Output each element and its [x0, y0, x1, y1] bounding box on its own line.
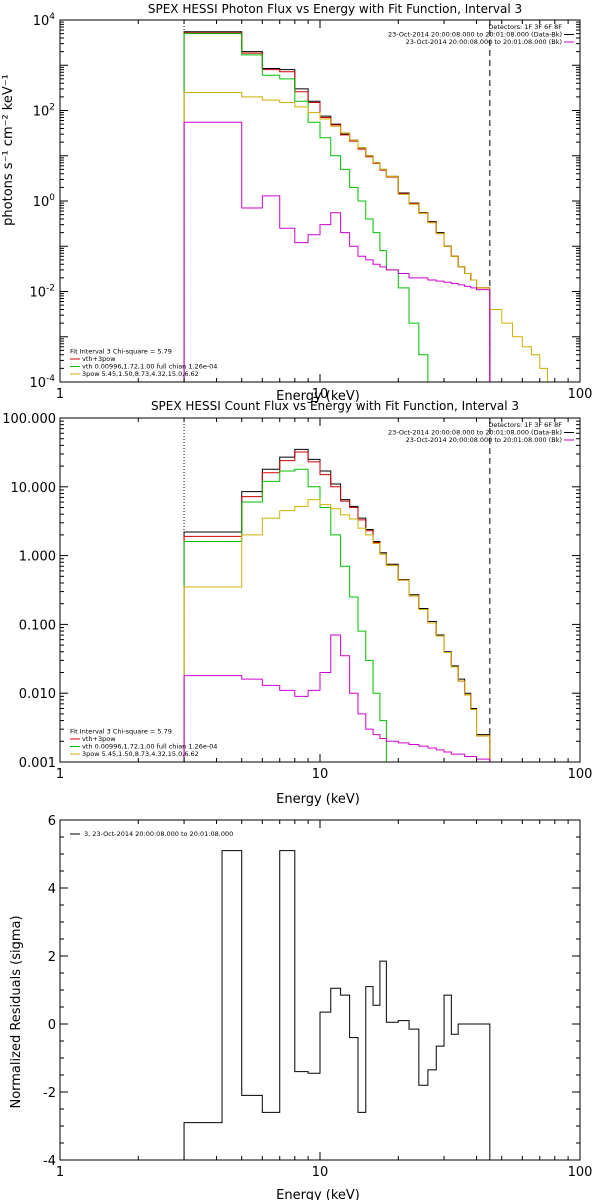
- photon-flux-title: SPEX HESSI Photon Flux vs Energy with Fi…: [148, 2, 522, 16]
- legend-entry: 23-Oct-2014 20:00:08.000 to 20:01:08.000…: [388, 429, 562, 437]
- series-line-0: [183, 31, 491, 382]
- legend-entry: 3pow 5.45,1.50,8.73,4.32,15.0,6.62: [82, 750, 199, 758]
- series-line-4: [183, 634, 491, 762]
- y-tick-label: 10.000: [11, 481, 57, 496]
- count-flux-xlabel: Energy (keV): [276, 792, 360, 807]
- legend-entry: Detectors: 1F 3F 6F 8F: [488, 421, 562, 429]
- y-tick-label: -4: [43, 1154, 56, 1169]
- y-tick-label: 4: [48, 882, 56, 897]
- y-tick-label: 104: [33, 12, 56, 29]
- y-tick-label: 2: [48, 950, 56, 965]
- series-line-0: [183, 850, 491, 1160]
- y-tick-label: 100.000: [2, 412, 56, 427]
- legend-entry: 23-Oct-2014 20:00:08.000 to 20:01:08.000…: [388, 31, 562, 39]
- legend-entry: vth+3pow: [82, 355, 116, 363]
- plot-frame: [59, 19, 581, 383]
- y-tick-label: 100: [33, 193, 56, 210]
- series-line-2: [183, 468, 387, 762]
- y-tick-label: 102: [33, 103, 55, 120]
- photon-flux-ylabel: photons s⁻¹ cm⁻² keV⁻¹: [1, 74, 16, 226]
- x-tick-label: 1: [56, 1165, 64, 1180]
- series-line-3: [183, 91, 556, 382]
- series-line-3: [183, 499, 491, 762]
- series-line-1: [183, 451, 491, 762]
- y-tick-label: 6: [48, 814, 56, 829]
- legend-entry: vth+3pow: [82, 735, 116, 743]
- legend-entry: Fit Interval 3 Chi-square = 5.79: [70, 728, 172, 736]
- series-line-2: [183, 33, 429, 382]
- y-tick-label: 10-2: [29, 284, 55, 301]
- y-tick-label: 0.010: [19, 687, 56, 702]
- legend-entry: vth 0.00996,1.72,1.00 full chian 1.26e-0…: [82, 363, 217, 371]
- y-tick-label: 10-4: [29, 374, 55, 391]
- legend-entry: 23-Oct-2014 20:00:08.000 to 20:01:08.000…: [406, 38, 562, 46]
- series-line-4: [183, 121, 491, 382]
- x-tick-label: 1: [56, 767, 64, 782]
- legend-entry: 3, 23-Oct-2014 20:00:08.000 to 20:01:08.…: [84, 830, 233, 838]
- legend-entry: vth 0.00996,1.72,1.00 full chian 1.26e-0…: [82, 743, 217, 751]
- photon-flux-panel: SPEX HESSI Photon Flux vs Energy with Fi…: [1, 2, 592, 404]
- x-tick-label: 10: [312, 767, 329, 782]
- series-line-1: [183, 32, 491, 382]
- residuals-ylabel: Normalized Residuals (sigma): [9, 915, 24, 1108]
- y-tick-label: 0.100: [19, 618, 56, 633]
- series-line-0: [183, 448, 491, 762]
- x-tick-label: 1: [56, 387, 64, 402]
- x-tick-label: 10: [312, 387, 329, 402]
- residuals-xlabel: Energy (keV): [276, 1188, 360, 1200]
- legend-entry: 23-Oct-2014 20:00:08.000 to 20:01:08.000…: [406, 436, 562, 444]
- x-tick-label: 100: [568, 1165, 593, 1180]
- y-tick-label: 0.001: [19, 756, 56, 771]
- y-tick-label: 1.000: [19, 550, 56, 565]
- y-tick-label: -2: [43, 1086, 56, 1101]
- legend-entry: 3pow 5.45,1.50,8.73,4.32,15.0,6.62: [82, 370, 199, 378]
- photon-flux-xlabel: Energy (keV): [276, 389, 360, 404]
- count-flux-title: SPEX HESSI Count Flux vs Energy with Fit…: [151, 399, 519, 413]
- residuals-panel: Energy (keV) Normalized Residuals (sigma…: [9, 814, 592, 1200]
- x-tick-label: 100: [568, 387, 593, 402]
- x-tick-label: 100: [568, 767, 593, 782]
- legend-entry: Detectors: 1F 3F 6F 8F: [488, 23, 562, 31]
- plot-frame: [59, 819, 581, 1161]
- legend-entry: Fit Interval 3 Chi-square = 5.79: [70, 348, 172, 356]
- y-tick-label: 0: [48, 1018, 56, 1033]
- count-flux-panel: SPEX HESSI Count Flux vs Energy with Fit…: [2, 399, 592, 807]
- x-tick-label: 10: [312, 1165, 329, 1180]
